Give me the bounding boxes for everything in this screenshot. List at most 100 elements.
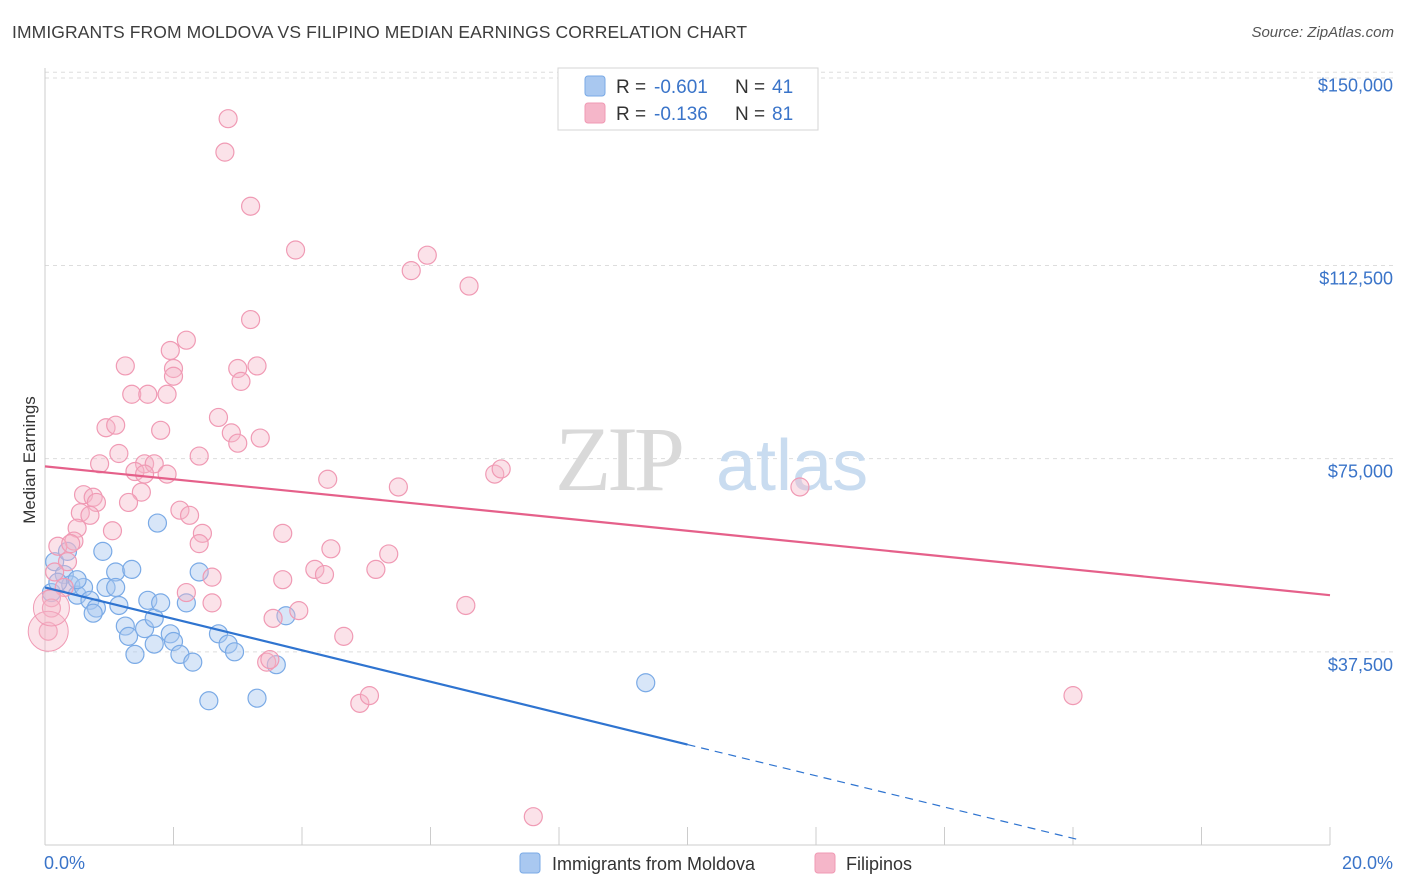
- filipinos-point: [102, 521, 123, 541]
- moldova-point: [96, 577, 116, 598]
- filipinos-point: [485, 464, 505, 484]
- filipinos-point: [215, 142, 235, 162]
- moldova-point: [218, 634, 238, 654]
- filipinos-point: [231, 371, 251, 391]
- y-tick-labels: $37,500 $75,000 $112,500 $150,000: [1318, 75, 1393, 675]
- filipinos-point: [285, 240, 306, 260]
- filipinos-point-large: [32, 589, 70, 627]
- x-tick-label-min: 0.0%: [44, 853, 85, 873]
- filipinos-point: [263, 608, 283, 628]
- filipinos-point: [359, 686, 380, 706]
- filipinos-point: [202, 593, 222, 613]
- filipinos-point: [221, 423, 241, 443]
- filipinos-point: [57, 552, 78, 572]
- filipinos-point: [388, 477, 408, 497]
- filipinos-point: [218, 109, 238, 129]
- moldova-point: [176, 593, 196, 613]
- filipinos-point: [305, 559, 325, 580]
- watermark-atlas: atlas: [716, 426, 868, 506]
- filipinos-point: [160, 340, 180, 361]
- filipinos-point: [38, 621, 58, 641]
- bottom-legend-swatch-filipinos: [814, 852, 836, 874]
- filipinos-point: [118, 492, 139, 513]
- filipinos-point: [459, 276, 479, 296]
- filipinos-point: [273, 570, 293, 590]
- filipinos-point: [247, 356, 267, 376]
- filipinos-point: [321, 539, 341, 559]
- y-tick-label: $150,000: [1318, 75, 1393, 95]
- moldova-point: [199, 691, 219, 711]
- filipinos-point: [523, 807, 543, 827]
- moldova-point: [118, 626, 139, 646]
- filipinos-point: [379, 544, 399, 564]
- filipinos-point: [241, 196, 261, 216]
- filipinos-point: [170, 500, 190, 520]
- filipinos-point: [202, 567, 222, 587]
- bottom-legend-label-filipinos: Filipinos: [846, 854, 912, 874]
- filipinos-point: [138, 384, 158, 404]
- moldova-point: [224, 642, 245, 662]
- filipinos-point: [260, 649, 280, 670]
- filipinos-point: [401, 261, 421, 281]
- filipinos-point: [417, 245, 437, 265]
- filipinos-point: [192, 523, 213, 543]
- legend-n-label: N =: [735, 104, 765, 125]
- moldova-point: [106, 562, 126, 582]
- filipinos-point: [241, 309, 261, 330]
- y-tick-label: $112,500: [1319, 268, 1393, 288]
- filipinos-point: [134, 454, 155, 474]
- filipinos-point: [163, 358, 184, 379]
- axes: [44, 68, 1331, 846]
- filipinos-point: [80, 505, 100, 525]
- filipinos-point: [151, 420, 171, 440]
- moldova-trend-extension: [687, 743, 1080, 841]
- moldova-point: [144, 634, 164, 654]
- legend-r-value-filipinos: -0.136: [654, 104, 708, 125]
- filipinos-point: [131, 482, 151, 502]
- filipinos-point: [208, 407, 229, 428]
- legend-box: R = -0.601 N = 41 R = -0.136 N = 81: [557, 67, 819, 131]
- bottom-legend-swatch-moldova: [519, 852, 541, 874]
- moldova-point: [134, 619, 155, 639]
- legend-n-value-moldova: 41: [772, 77, 793, 98]
- source-credit: Source: ZipAtlas.com: [1251, 24, 1394, 41]
- y-axis-label: Median Earnings: [20, 396, 39, 524]
- filipinos-point: [189, 446, 209, 466]
- moldova-trend-line: [44, 586, 688, 746]
- filipinos-point: [109, 443, 129, 464]
- chart-title: IMMIGRANTS FROM MOLDOVA VS FILIPINO MEDI…: [12, 22, 748, 42]
- moldova-point: [106, 577, 126, 598]
- y-tick-label: $37,500: [1328, 655, 1393, 675]
- bottom-legend: Immigrants from Moldova Filipinos: [519, 852, 912, 874]
- legend-r-value-moldova: -0.601: [654, 77, 708, 98]
- moldova-point: [147, 513, 168, 533]
- legend-n-label: N =: [735, 77, 765, 98]
- legend-r-label: R =: [616, 77, 646, 98]
- filipinos-point: [334, 626, 354, 646]
- legend-n-value-filipinos: 81: [772, 104, 793, 125]
- filipinos-point: [318, 469, 338, 489]
- filipinos-point: [134, 464, 155, 484]
- filipinos-point: [314, 564, 335, 585]
- filipinos-point: [1063, 686, 1083, 706]
- moldova-point: [151, 593, 171, 613]
- filipinos-point: [790, 477, 810, 497]
- filipinos-point: [106, 415, 126, 435]
- moldova-point: [247, 688, 267, 708]
- moldova-point: [83, 603, 103, 623]
- filipinos-point: [228, 433, 248, 453]
- moldova-point: [93, 541, 113, 561]
- moldova-point: [160, 624, 180, 644]
- filipinos-point: [45, 562, 65, 582]
- moldova-point: [57, 541, 78, 561]
- filipinos-point: [61, 534, 81, 554]
- legend-swatch-filipinos: [584, 102, 606, 124]
- moldova-point: [189, 562, 209, 582]
- filipinos-point: [366, 559, 386, 580]
- gridlines: [45, 71, 1395, 653]
- filipinos-point: [179, 505, 200, 525]
- filipinos-point: [115, 356, 135, 376]
- filipinos-point: [144, 454, 164, 474]
- filipinos-point: [90, 454, 110, 474]
